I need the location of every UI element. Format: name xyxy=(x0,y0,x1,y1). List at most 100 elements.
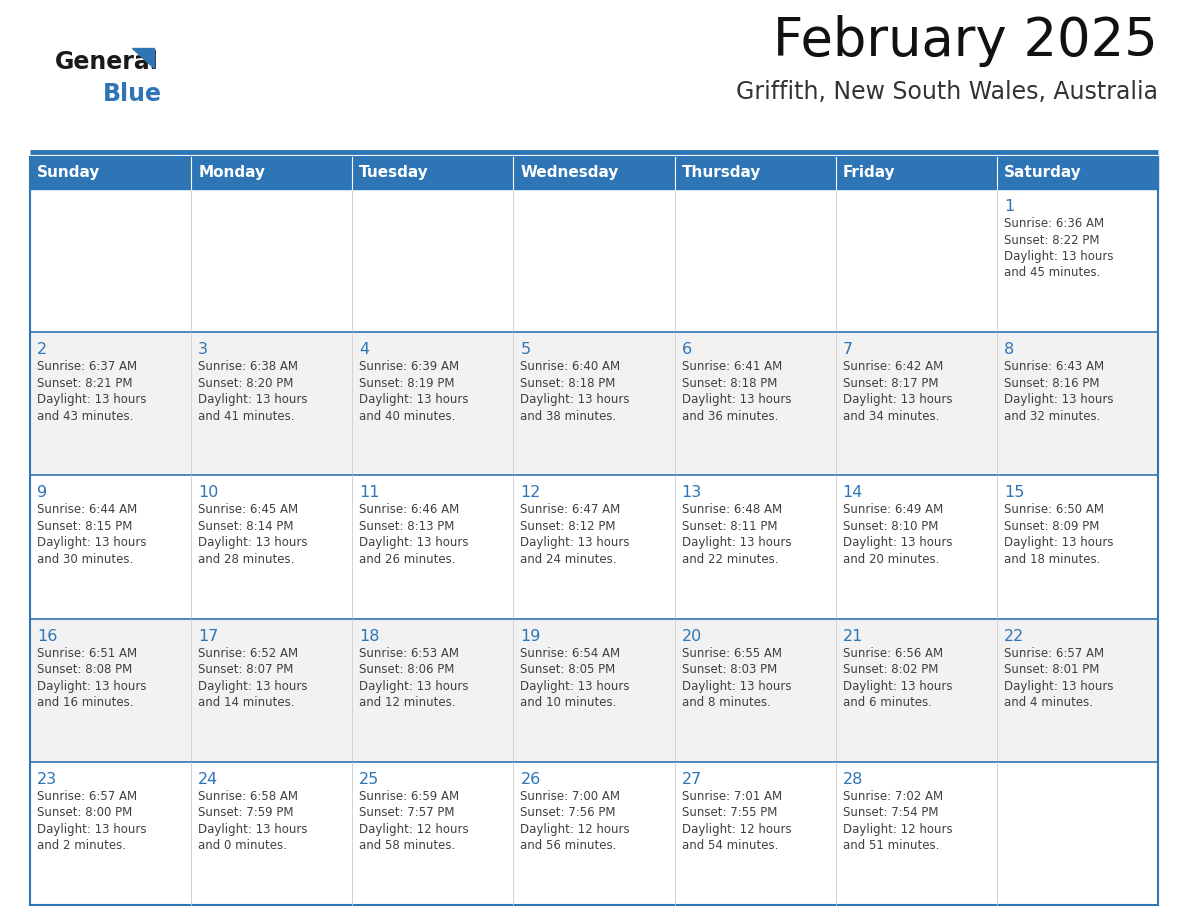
Text: Daylight: 13 hours: Daylight: 13 hours xyxy=(682,536,791,549)
Bar xyxy=(30,189,1158,332)
Text: Sunrise: 6:45 AM: Sunrise: 6:45 AM xyxy=(198,503,298,517)
Bar xyxy=(30,476,1158,619)
Text: Sunrise: 6:44 AM: Sunrise: 6:44 AM xyxy=(37,503,138,517)
Bar xyxy=(30,619,1158,762)
Text: 14: 14 xyxy=(842,486,864,500)
Text: 26: 26 xyxy=(520,772,541,787)
Text: and 10 minutes.: and 10 minutes. xyxy=(520,696,617,709)
Text: Daylight: 13 hours: Daylight: 13 hours xyxy=(842,679,953,692)
Text: Daylight: 13 hours: Daylight: 13 hours xyxy=(198,393,308,406)
Text: Sunset: 8:21 PM: Sunset: 8:21 PM xyxy=(37,376,133,390)
Text: Sunset: 7:59 PM: Sunset: 7:59 PM xyxy=(198,806,293,819)
Text: and 45 minutes.: and 45 minutes. xyxy=(1004,266,1100,279)
Text: Sunrise: 6:40 AM: Sunrise: 6:40 AM xyxy=(520,360,620,374)
Text: Sunrise: 6:39 AM: Sunrise: 6:39 AM xyxy=(359,360,460,374)
Text: Sunset: 8:01 PM: Sunset: 8:01 PM xyxy=(1004,663,1099,676)
Text: Daylight: 13 hours: Daylight: 13 hours xyxy=(1004,679,1113,692)
Text: Daylight: 12 hours: Daylight: 12 hours xyxy=(682,823,791,835)
Text: Daylight: 13 hours: Daylight: 13 hours xyxy=(682,393,791,406)
Text: Daylight: 13 hours: Daylight: 13 hours xyxy=(842,536,953,549)
Text: Thursday: Thursday xyxy=(682,165,762,181)
Text: and 24 minutes.: and 24 minutes. xyxy=(520,553,617,565)
Text: Sunrise: 7:01 AM: Sunrise: 7:01 AM xyxy=(682,789,782,803)
Text: Daylight: 13 hours: Daylight: 13 hours xyxy=(359,536,469,549)
Text: Sunset: 8:12 PM: Sunset: 8:12 PM xyxy=(520,520,615,533)
Text: 28: 28 xyxy=(842,772,864,787)
Text: Sunrise: 6:58 AM: Sunrise: 6:58 AM xyxy=(198,789,298,803)
Text: 5: 5 xyxy=(520,342,531,357)
Text: Sunset: 8:05 PM: Sunset: 8:05 PM xyxy=(520,663,615,676)
Text: Sunrise: 6:59 AM: Sunrise: 6:59 AM xyxy=(359,789,460,803)
Text: Sunset: 8:20 PM: Sunset: 8:20 PM xyxy=(198,376,293,390)
Text: 22: 22 xyxy=(1004,629,1024,644)
Text: Sunset: 8:18 PM: Sunset: 8:18 PM xyxy=(682,376,777,390)
Text: Sunrise: 6:42 AM: Sunrise: 6:42 AM xyxy=(842,360,943,374)
Text: 24: 24 xyxy=(198,772,219,787)
Text: Sunrise: 6:54 AM: Sunrise: 6:54 AM xyxy=(520,646,620,660)
Text: Daylight: 13 hours: Daylight: 13 hours xyxy=(359,393,469,406)
Text: Sunrise: 6:51 AM: Sunrise: 6:51 AM xyxy=(37,646,137,660)
Text: Daylight: 12 hours: Daylight: 12 hours xyxy=(520,823,630,835)
Text: and 22 minutes.: and 22 minutes. xyxy=(682,553,778,565)
Text: Sunset: 7:55 PM: Sunset: 7:55 PM xyxy=(682,806,777,819)
Text: Sunrise: 6:38 AM: Sunrise: 6:38 AM xyxy=(198,360,298,374)
Text: Sunset: 8:13 PM: Sunset: 8:13 PM xyxy=(359,520,455,533)
Text: Wednesday: Wednesday xyxy=(520,165,619,181)
Text: 11: 11 xyxy=(359,486,380,500)
Text: Sunrise: 6:53 AM: Sunrise: 6:53 AM xyxy=(359,646,460,660)
Text: 8: 8 xyxy=(1004,342,1015,357)
Text: Sunset: 8:15 PM: Sunset: 8:15 PM xyxy=(37,520,132,533)
Polygon shape xyxy=(132,48,154,68)
Text: Daylight: 13 hours: Daylight: 13 hours xyxy=(520,679,630,692)
Text: Sunrise: 6:56 AM: Sunrise: 6:56 AM xyxy=(842,646,943,660)
Text: 16: 16 xyxy=(37,629,57,644)
Text: and 20 minutes.: and 20 minutes. xyxy=(842,553,939,565)
Text: Sunset: 7:56 PM: Sunset: 7:56 PM xyxy=(520,806,615,819)
Text: Sunrise: 6:46 AM: Sunrise: 6:46 AM xyxy=(359,503,460,517)
Text: 13: 13 xyxy=(682,486,702,500)
Text: and 40 minutes.: and 40 minutes. xyxy=(359,409,456,422)
Text: 25: 25 xyxy=(359,772,379,787)
Text: Sunset: 7:54 PM: Sunset: 7:54 PM xyxy=(842,806,939,819)
Text: 1: 1 xyxy=(1004,199,1015,214)
Text: Sunrise: 7:02 AM: Sunrise: 7:02 AM xyxy=(842,789,943,803)
Text: Saturday: Saturday xyxy=(1004,165,1081,181)
Text: 4: 4 xyxy=(359,342,369,357)
Text: Daylight: 13 hours: Daylight: 13 hours xyxy=(520,393,630,406)
Text: Sunrise: 6:48 AM: Sunrise: 6:48 AM xyxy=(682,503,782,517)
Text: Blue: Blue xyxy=(103,82,162,106)
Text: Daylight: 13 hours: Daylight: 13 hours xyxy=(198,679,308,692)
Text: 17: 17 xyxy=(198,629,219,644)
Text: Sunrise: 6:47 AM: Sunrise: 6:47 AM xyxy=(520,503,620,517)
Text: 12: 12 xyxy=(520,486,541,500)
Text: Daylight: 13 hours: Daylight: 13 hours xyxy=(37,823,146,835)
Text: Sunset: 8:09 PM: Sunset: 8:09 PM xyxy=(1004,520,1099,533)
Text: Sunset: 8:11 PM: Sunset: 8:11 PM xyxy=(682,520,777,533)
Text: 10: 10 xyxy=(198,486,219,500)
Text: Daylight: 13 hours: Daylight: 13 hours xyxy=(1004,393,1113,406)
Text: 7: 7 xyxy=(842,342,853,357)
Text: Griffith, New South Wales, Australia: Griffith, New South Wales, Australia xyxy=(737,80,1158,104)
Text: and 54 minutes.: and 54 minutes. xyxy=(682,839,778,852)
Text: and 36 minutes.: and 36 minutes. xyxy=(682,409,778,422)
Text: and 38 minutes.: and 38 minutes. xyxy=(520,409,617,422)
Text: Sunset: 8:22 PM: Sunset: 8:22 PM xyxy=(1004,233,1099,247)
Text: 15: 15 xyxy=(1004,486,1024,500)
Text: Daylight: 13 hours: Daylight: 13 hours xyxy=(37,679,146,692)
Bar xyxy=(30,157,1158,189)
Text: Sunset: 8:06 PM: Sunset: 8:06 PM xyxy=(359,663,455,676)
Text: and 43 minutes.: and 43 minutes. xyxy=(37,409,133,422)
Text: and 32 minutes.: and 32 minutes. xyxy=(1004,409,1100,422)
Text: 21: 21 xyxy=(842,629,864,644)
Text: Sunrise: 6:57 AM: Sunrise: 6:57 AM xyxy=(1004,646,1104,660)
Text: and 28 minutes.: and 28 minutes. xyxy=(198,553,295,565)
Text: Sunrise: 6:43 AM: Sunrise: 6:43 AM xyxy=(1004,360,1104,374)
Bar xyxy=(30,332,1158,476)
Text: Sunset: 8:18 PM: Sunset: 8:18 PM xyxy=(520,376,615,390)
Text: Daylight: 13 hours: Daylight: 13 hours xyxy=(1004,250,1113,263)
Text: Daylight: 13 hours: Daylight: 13 hours xyxy=(1004,536,1113,549)
Text: 20: 20 xyxy=(682,629,702,644)
Text: Sunset: 8:14 PM: Sunset: 8:14 PM xyxy=(198,520,293,533)
Text: Sunset: 8:02 PM: Sunset: 8:02 PM xyxy=(842,663,939,676)
Text: Daylight: 12 hours: Daylight: 12 hours xyxy=(842,823,953,835)
